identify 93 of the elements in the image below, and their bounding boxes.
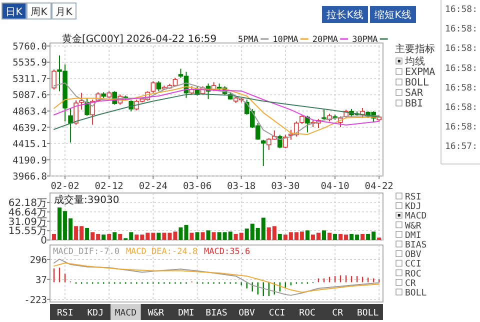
y-tick-label: 5087.6 [12,90,48,102]
legend-label: 20PMA [312,35,338,45]
text: DMI [178,308,194,318]
legend-label: 5PMA [238,35,258,45]
text: BOLL [357,308,379,318]
text: 16:58: [445,122,478,133]
x-tick-label: 04-10 [320,181,350,192]
bar [305,230,310,240]
text: ROC [299,308,316,318]
y-tick-label: 37 [36,274,47,286]
y-tick-label: 4415.1 [12,139,48,150]
y-tick-label: 296 [30,254,48,266]
bar [195,232,200,240]
text: OBV [238,308,256,318]
y-tick-label: 5311.7 [12,74,47,85]
x-tick-label: 02-02 [50,181,80,192]
series-label: MACD_DEA:-24.8 [126,247,198,257]
bar [85,228,90,240]
text: 16:58: [445,83,478,94]
bar [278,234,282,240]
bar [107,234,112,240]
bar [52,234,56,240]
text: MACD [114,308,137,318]
x-tick-label: 02-12 [94,181,124,192]
y-tick-label: 4190.9 [12,155,48,166]
text: BIAS [405,240,427,250]
text: CCI [405,260,422,270]
bar [102,234,106,240]
text: MACD [405,212,427,222]
y-tick-label: 62.18万 [8,198,47,210]
x-tick-label: 03-18 [227,181,256,192]
text: RSI [405,192,422,202]
y-tick-label: 5760.0 [12,42,48,52]
text: CR [405,278,416,289]
bar [200,232,205,240]
bar [322,230,326,240]
bar [360,234,365,240]
text: CR [332,308,344,318]
bar [333,234,338,240]
text: 16:58: [445,103,478,113]
y-tick-label: -223 [24,294,47,306]
text: 16:58: [445,64,478,74]
y-tick-label: 31.09万 [8,216,47,228]
y-tick-label: 4863.4 [12,106,48,118]
text: W&R [148,308,165,318]
bar [206,230,210,240]
text: BOLL [405,288,427,298]
text: CCI [268,308,286,318]
text: 月K [56,7,73,18]
bar [328,232,332,240]
text: 16:58: [445,24,478,35]
text: OBV [405,250,422,260]
text: 拉长K线 [326,9,364,21]
text: 周K [30,7,48,18]
y-tick-label: 3966.8 [12,172,48,182]
text: 16:57: [445,142,478,152]
x-tick-label: 03-06 [182,181,212,192]
text: MACD:35.6 [204,247,250,257]
text: W&R [405,221,422,232]
y-tick-label: 15.55万 [8,226,47,238]
chart-title: 成交量:39030 [54,194,120,206]
x-tick-label: 03-30 [271,181,300,192]
bar [156,232,161,240]
text: SAR [405,88,424,99]
text: 16:58: [445,44,478,54]
text: BIAS [206,308,228,318]
text: RSI [57,308,74,318]
text: EXPMA [405,67,436,78]
legend-label: 30PMA [352,35,378,45]
y-tick-label: 4639.2 [12,122,47,134]
bar [112,232,117,240]
legend-label: 10PMA [272,35,298,45]
bar [212,232,216,240]
y-tick-label: 46.64万 [8,207,47,218]
chart-title: 黄金[GC00Y] 2026-04-22 16:59 [62,33,217,45]
text: KDJ [87,308,104,318]
text: 日K [6,7,23,18]
text: BBI [405,98,424,110]
text: KDJ [405,202,422,212]
text: 缩短K线 [374,9,412,21]
y-tick-label: 0 [40,236,47,246]
text: ROC [405,269,422,280]
text: 16:58: [445,5,478,15]
text: 主要指标 [395,43,435,55]
series-label: MACD_DIF:-7.0 [53,247,120,257]
text: BOLL [405,78,430,88]
bar [118,234,122,240]
text: 均线 [404,56,425,68]
x-tick-label: 02-24 [138,181,168,192]
text: DMI [405,230,422,241]
y-tick-label: 5535.9 [12,58,48,69]
bar [190,232,194,240]
x-tick-label: 04-22 [364,181,394,192]
